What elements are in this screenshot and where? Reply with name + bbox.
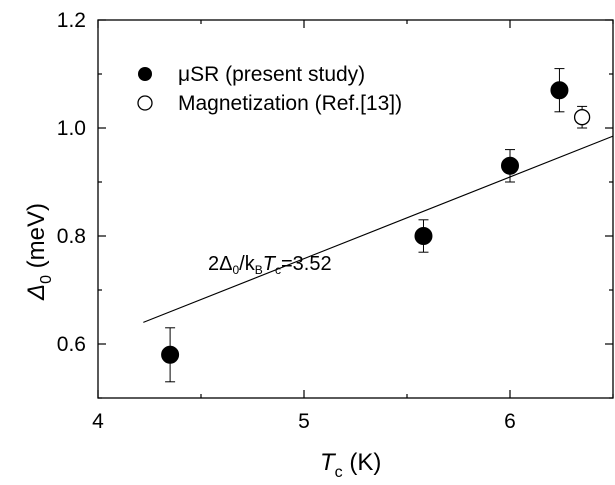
fit-layer <box>143 135 614 323</box>
legend-marker-magnetization <box>137 95 153 111</box>
data-point-musr <box>161 345 180 364</box>
x-tick-label: 5 <box>298 410 310 433</box>
plot-frame <box>97 19 614 399</box>
fit-line <box>143 135 614 323</box>
data-point-magnetization <box>573 109 591 126</box>
x-axis-label: Tc (K) <box>320 449 381 481</box>
data-point-musr <box>550 81 569 100</box>
x-tick-label: 6 <box>504 410 516 433</box>
fit-annotation: 2Δ0/kBTc=3.52 <box>208 253 332 277</box>
legend: μSR (present study) Magnetization (Ref.[… <box>137 63 402 115</box>
y-axis-label: Δ0 (meV) <box>23 203 55 301</box>
y-tick-label: 0.8 <box>57 225 86 248</box>
data-point-musr <box>414 227 433 245</box>
legend-marker-musr <box>138 67 152 81</box>
data-layer <box>161 68 591 383</box>
legend-label-magnetization: Magnetization (Ref.[13]) <box>178 92 402 115</box>
data-point-musr <box>501 156 519 175</box>
y-tick-label: 0.6 <box>57 333 86 356</box>
y-tick-label: 1.0 <box>57 117 86 140</box>
x-tick-label: 4 <box>92 410 104 433</box>
legend-label-musr: μSR (present study) <box>178 63 365 86</box>
axes-layer: 4 5 6 0.6 0.8 1.0 1.2 <box>57 9 614 433</box>
y-tick-label: 1.2 <box>57 9 86 32</box>
